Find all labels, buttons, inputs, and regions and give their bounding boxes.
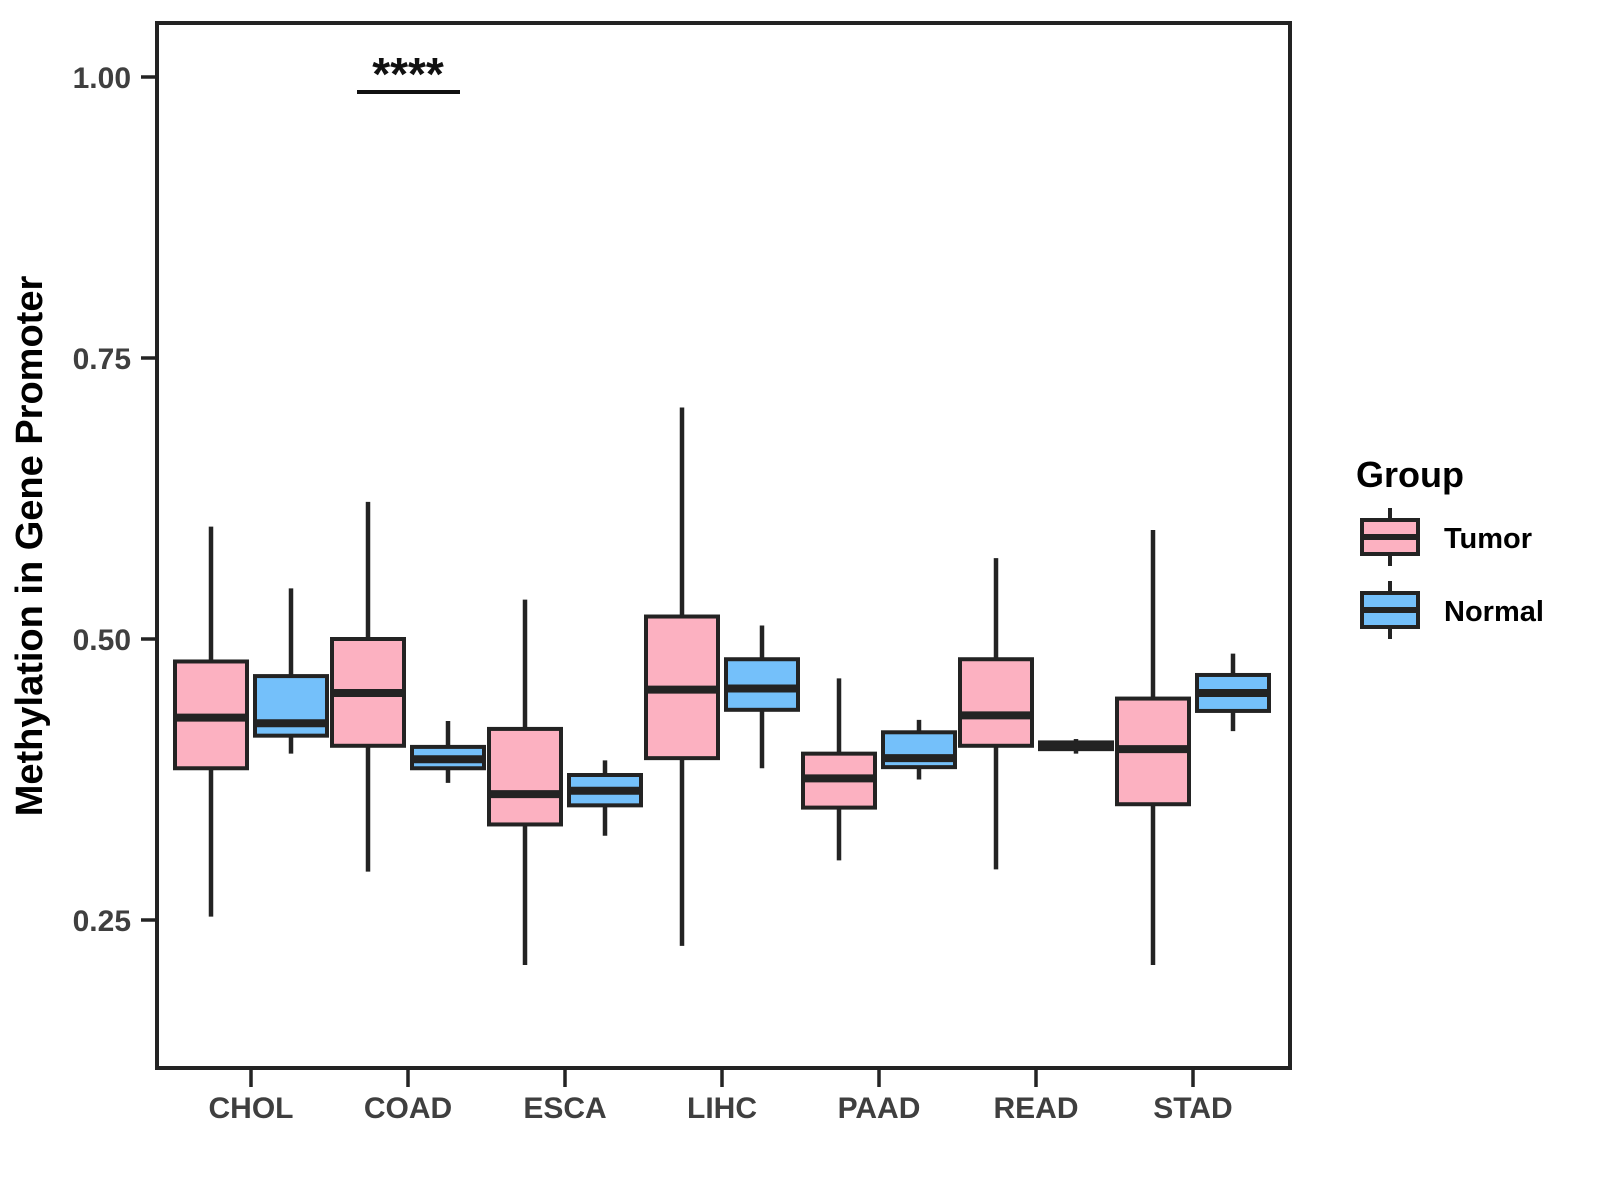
- significance-stars: ****: [372, 48, 444, 100]
- legend-item-label-normal: Normal: [1444, 596, 1544, 628]
- x-tick-label: STAD: [1153, 1092, 1232, 1125]
- plot-panel-border: [155, 21, 1292, 1070]
- y-tick-label: 0.25: [73, 905, 131, 938]
- y-tick-label: 1.00: [73, 62, 131, 95]
- box-READ-Tumor: [958, 657, 1034, 748]
- x-tick-label: ESCA: [523, 1092, 606, 1125]
- legend-item-label-tumor: Tumor: [1444, 523, 1532, 555]
- y-tick-label: 0.50: [73, 624, 131, 657]
- box-ESCA-Tumor: [487, 726, 563, 827]
- y-tick-label: 0.75: [73, 343, 131, 376]
- x-tick-label: COAD: [364, 1092, 452, 1125]
- chart-geometry: [141, 21, 1420, 1087]
- x-tick-label: PAAD: [838, 1092, 921, 1125]
- legend-title: Group: [1356, 454, 1464, 495]
- x-tick-label: READ: [993, 1092, 1078, 1125]
- y-axis-title: Methylation in Gene Promoter: [9, 276, 51, 817]
- x-tick-label: LIHC: [687, 1092, 757, 1125]
- x-tick-label: CHOL: [209, 1092, 294, 1125]
